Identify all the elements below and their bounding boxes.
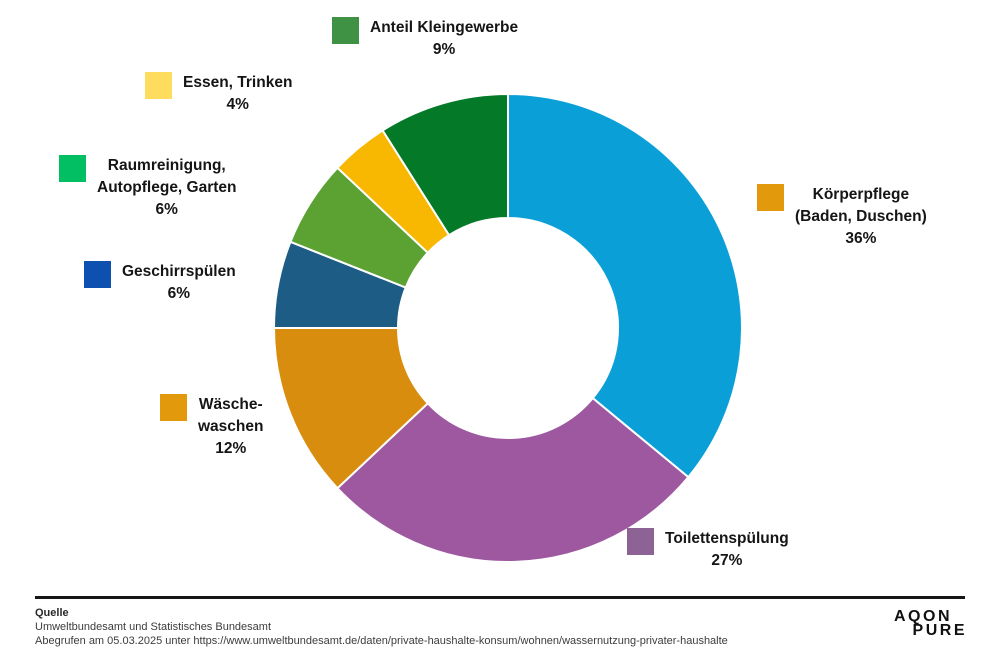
- legend-label-line: waschen: [198, 418, 264, 435]
- legend-label-raumreinigung: Raumreinigung, Autopflege, Garten 6%: [97, 155, 237, 221]
- legend-swatch-raumreinigung: [59, 155, 86, 182]
- legend-label-toilettenspuelung: Toilettenspülung 27%: [665, 528, 789, 572]
- logo-line-aqon: AQON: [894, 608, 952, 625]
- legend-item-essen-trinken: Essen, Trinken 4%: [145, 72, 292, 116]
- legend-label-line: Wäsche-: [198, 396, 263, 413]
- legend-label-waeschewaschen: Wäsche- waschen 12%: [198, 394, 263, 460]
- legend-label-line: Geschirrspülen: [122, 263, 236, 280]
- donut-segment-1: [336, 396, 690, 563]
- legend-value: 9%: [432, 41, 456, 58]
- legend-item-toilettenspuelung: Toilettenspülung 27%: [627, 528, 789, 572]
- aqon-pure-logo: AQON PURE: [894, 609, 967, 639]
- legend-swatch-geschirrspuelen: [84, 261, 111, 288]
- source-heading: Quelle: [35, 607, 69, 619]
- donut-segment-0: [507, 92, 743, 479]
- legend-label-line: Toilettenspülung: [665, 530, 789, 547]
- legend-label-line: Anteil Kleingewerbe: [370, 19, 519, 36]
- legend-label-koerperpflege: Körperpflege (Baden, Duschen) 36%: [795, 184, 927, 250]
- legend-label-line: Raumreinigung,: [107, 157, 226, 174]
- legend-item-raumreinigung: Raumreinigung, Autopflege, Garten 6%: [59, 155, 237, 221]
- legend-value: 12%: [215, 440, 247, 457]
- legend-label-line: (Baden, Duschen): [795, 208, 927, 225]
- legend-value: 6%: [155, 201, 178, 218]
- legend-swatch-toilettenspuelung: [627, 528, 654, 555]
- legend-item-geschirrspuelen: Geschirrspülen 6%: [84, 261, 236, 305]
- legend-swatch-anteil-kleingewerbe: [332, 17, 359, 44]
- donut-chart: [272, 92, 744, 564]
- source-url-line: Abegrufen am 05.03.2025 unter https://ww…: [35, 635, 728, 647]
- source-line: Umweltbundesamt und Statistisches Bundes…: [35, 621, 272, 633]
- legend-item-koerperpflege: Körperpflege (Baden, Duschen) 36%: [757, 184, 927, 250]
- legend-label-line: Essen, Trinken: [183, 74, 293, 91]
- legend-value: 6%: [167, 285, 191, 302]
- legend-swatch-koerperpflege: [757, 184, 784, 211]
- legend-label-line: Autopflege, Garten: [97, 179, 237, 196]
- legend-swatch-essen-trinken: [145, 72, 172, 99]
- donut-segment-6: [381, 92, 509, 237]
- legend-label-geschirrspuelen: Geschirrspülen 6%: [122, 261, 236, 305]
- legend-label-essen-trinken: Essen, Trinken 4%: [183, 72, 292, 116]
- legend-item-anteil-kleingewerbe: Anteil Kleingewerbe 9%: [332, 17, 518, 61]
- legend-label-anteil-kleingewerbe: Anteil Kleingewerbe 9%: [370, 17, 518, 61]
- legend-swatch-waeschewaschen: [160, 394, 187, 421]
- donut-chart-svg: [272, 92, 743, 563]
- legend-value: 36%: [845, 230, 877, 247]
- legend-value: 27%: [711, 552, 743, 569]
- logo-line-pure: PURE: [912, 622, 967, 639]
- source-block: Quelle Umweltbundesamt und Statistisches…: [35, 606, 728, 648]
- footer-divider: [35, 596, 965, 599]
- legend-label-line: Körperpflege: [812, 186, 910, 203]
- legend-item-waeschewaschen: Wäsche- waschen 12%: [160, 394, 263, 460]
- legend-value: 4%: [226, 96, 249, 113]
